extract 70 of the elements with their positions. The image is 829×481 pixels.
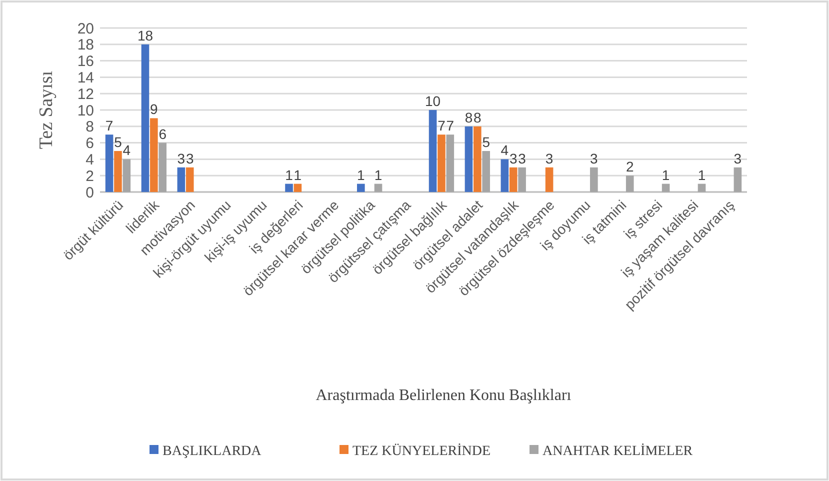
bar bbox=[662, 184, 670, 192]
bar bbox=[105, 134, 114, 192]
bar bbox=[590, 167, 598, 192]
bar bbox=[446, 134, 454, 192]
bar bbox=[122, 159, 131, 192]
data-label: 3 bbox=[518, 150, 526, 166]
data-label: 1 bbox=[698, 166, 706, 183]
y-tick-label: 4 bbox=[86, 151, 94, 168]
bar bbox=[438, 134, 446, 192]
y-axis-title: Tez Sayısı bbox=[36, 70, 57, 150]
data-label: 4 bbox=[122, 142, 131, 158]
data-label: 3 bbox=[186, 150, 194, 166]
bar bbox=[626, 176, 634, 192]
y-tick-label: 20 bbox=[77, 20, 94, 38]
data-label: 3 bbox=[590, 150, 598, 166]
bar bbox=[374, 184, 382, 192]
bar bbox=[482, 151, 490, 192]
data-label: 7 bbox=[446, 118, 454, 134]
bar bbox=[186, 167, 194, 192]
bar bbox=[150, 118, 158, 192]
bar bbox=[734, 167, 742, 192]
data-label: 10 bbox=[425, 93, 441, 109]
data-label: 3 bbox=[509, 150, 518, 166]
data-label: 2 bbox=[626, 158, 634, 175]
data-label: 1 bbox=[285, 166, 294, 183]
data-label: 4 bbox=[500, 142, 509, 158]
y-tick-label: 10 bbox=[77, 102, 94, 120]
data-label: 7 bbox=[438, 118, 446, 134]
bar bbox=[464, 126, 473, 192]
bar bbox=[114, 151, 122, 192]
data-label: 5 bbox=[114, 134, 122, 150]
legend-label: BAŞLIKLARDA bbox=[162, 444, 262, 459]
data-label: 1 bbox=[294, 166, 302, 183]
y-tick-label: 0 bbox=[86, 184, 94, 202]
bar bbox=[474, 126, 482, 192]
data-label: 3 bbox=[734, 150, 742, 166]
bar bbox=[509, 167, 518, 192]
y-tick-label: 2 bbox=[86, 168, 94, 185]
bar bbox=[177, 167, 186, 192]
bar bbox=[158, 142, 166, 192]
data-label: 3 bbox=[545, 150, 554, 166]
y-tick-label: 8 bbox=[86, 118, 94, 136]
data-label: 8 bbox=[474, 109, 482, 126]
bar bbox=[518, 167, 526, 192]
bar bbox=[428, 110, 437, 192]
data-label: 1 bbox=[374, 166, 382, 183]
data-label: 3 bbox=[177, 150, 186, 166]
bar bbox=[285, 184, 293, 192]
data-label: 1 bbox=[662, 166, 670, 183]
bar bbox=[698, 184, 706, 192]
data-label: 6 bbox=[158, 126, 167, 142]
data-label: 18 bbox=[137, 27, 154, 44]
y-tick-label: 6 bbox=[86, 135, 94, 152]
data-label: 8 bbox=[464, 109, 473, 126]
y-tick-label: 14 bbox=[77, 69, 94, 86]
bar bbox=[294, 184, 302, 192]
bar bbox=[545, 167, 554, 192]
bar bbox=[141, 44, 150, 192]
legend-label: TEZ KÜNYELERİNDE bbox=[352, 442, 491, 459]
y-tick-label: 12 bbox=[77, 86, 94, 103]
legend-label: ANAHTAR KELİMELER bbox=[542, 442, 694, 459]
bar bbox=[500, 159, 509, 192]
data-label: 9 bbox=[150, 101, 158, 118]
bar bbox=[357, 184, 365, 192]
y-tick-label: 16 bbox=[77, 53, 94, 70]
y-tick-label: 18 bbox=[77, 36, 94, 54]
x-axis-title: Araştırmada Belirlenen Konu Başlıkları bbox=[316, 387, 572, 404]
data-label: 5 bbox=[482, 134, 490, 150]
data-label: 1 bbox=[357, 166, 366, 183]
data-label: 7 bbox=[105, 118, 114, 134]
